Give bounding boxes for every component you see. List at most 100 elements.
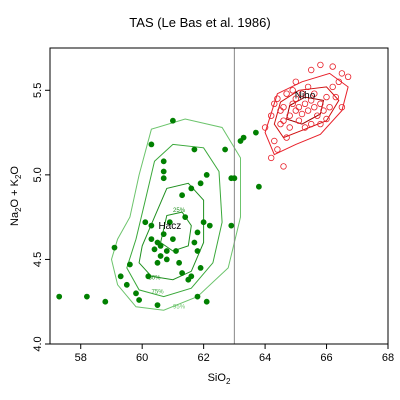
point-hacz bbox=[117, 273, 124, 280]
contour-hacz-1 bbox=[126, 143, 223, 298]
plot-frame bbox=[49, 47, 389, 345]
point-hacz bbox=[166, 219, 173, 226]
point-niho bbox=[271, 100, 278, 107]
contour-level-label: 50% bbox=[148, 276, 161, 282]
point-hacz bbox=[157, 242, 164, 249]
point-hacz bbox=[169, 117, 176, 124]
point-niho bbox=[301, 100, 309, 107]
point-hacz bbox=[255, 183, 262, 190]
point-niho bbox=[261, 124, 269, 131]
point-niho bbox=[268, 112, 275, 119]
point-hacz bbox=[154, 259, 161, 266]
point-niho bbox=[301, 124, 309, 131]
point-hacz bbox=[182, 214, 189, 220]
point-niho bbox=[295, 103, 303, 111]
contour-level-label: 25% bbox=[173, 208, 186, 214]
point-niho bbox=[344, 73, 352, 80]
point-hacz bbox=[151, 246, 158, 253]
point-hacz bbox=[194, 229, 201, 236]
point-hacz bbox=[160, 231, 167, 237]
point-hacz bbox=[126, 261, 133, 268]
point-niho bbox=[277, 120, 284, 128]
point-hacz bbox=[163, 248, 170, 254]
point-niho bbox=[280, 117, 287, 124]
point-hacz bbox=[154, 302, 161, 308]
contour-niho-5 bbox=[273, 86, 340, 139]
point-hacz bbox=[148, 222, 155, 229]
point-niho bbox=[304, 107, 312, 114]
x-tick-label: 64 bbox=[259, 352, 271, 364]
point-hacz bbox=[191, 146, 198, 153]
contour-level-label: 75% bbox=[152, 289, 165, 295]
point-niho bbox=[271, 137, 278, 145]
point-niho bbox=[292, 107, 299, 114]
point-hacz bbox=[203, 171, 210, 178]
point-niho bbox=[283, 90, 290, 97]
contour-hacz-3 bbox=[160, 211, 192, 252]
point-niho bbox=[298, 110, 306, 118]
x-tick-label: 58 bbox=[75, 352, 87, 364]
point-hacz bbox=[145, 273, 152, 280]
point-niho bbox=[268, 154, 275, 162]
contour-level-label: 95% bbox=[173, 304, 186, 310]
point-hacz bbox=[191, 239, 198, 246]
point-hacz bbox=[179, 192, 185, 199]
point-layer bbox=[56, 61, 352, 308]
point-niho bbox=[320, 107, 327, 114]
series-label-hacz: Hacz bbox=[158, 221, 181, 232]
point-hacz bbox=[169, 236, 176, 242]
chart-title: TAS (Le Bas et al. 1986) bbox=[129, 15, 270, 30]
point-hacz bbox=[188, 185, 195, 192]
point-niho bbox=[323, 115, 330, 123]
contour-layer: 95% 75% 50% 25% bbox=[110, 72, 349, 311]
point-hacz bbox=[111, 244, 118, 251]
point-hacz bbox=[84, 293, 90, 300]
point-niho bbox=[332, 93, 339, 101]
point-hacz bbox=[228, 222, 235, 229]
point-hacz bbox=[194, 248, 201, 254]
point-hacz bbox=[160, 168, 167, 175]
point-niho bbox=[338, 103, 346, 111]
y-tick-label: 4.5 bbox=[32, 252, 44, 267]
point-hacz bbox=[133, 290, 139, 297]
point-hacz bbox=[179, 270, 185, 276]
point-niho bbox=[280, 103, 287, 111]
point-niho bbox=[338, 70, 346, 77]
point-niho bbox=[292, 78, 299, 85]
point-niho bbox=[274, 146, 281, 153]
point-niho bbox=[335, 78, 342, 85]
y-axis-label: Na2O + K2O bbox=[9, 166, 23, 226]
point-hacz bbox=[188, 273, 195, 280]
point-niho bbox=[283, 134, 290, 141]
x-tick-label: 66 bbox=[320, 352, 332, 364]
point-niho bbox=[317, 100, 324, 107]
point-hacz bbox=[136, 297, 142, 303]
point-niho bbox=[308, 97, 315, 104]
point-niho bbox=[289, 87, 296, 94]
point-hacz bbox=[157, 253, 164, 259]
point-niho bbox=[311, 90, 318, 97]
point-niho bbox=[317, 61, 324, 69]
contour-hacz-0 bbox=[110, 118, 241, 311]
series-label-niho: Niho bbox=[295, 91, 316, 102]
point-niho bbox=[286, 112, 293, 119]
point-niho bbox=[280, 163, 287, 170]
point-hacz bbox=[123, 281, 130, 288]
point-niho bbox=[314, 112, 321, 119]
point-hacz bbox=[206, 222, 213, 229]
y-tick-label: 4.0 bbox=[32, 336, 44, 351]
point-niho bbox=[329, 83, 336, 91]
point-hacz bbox=[160, 158, 167, 165]
x-axis-label: SiO2 bbox=[208, 372, 231, 386]
axis-layer: 58 60 62 64 66 68 4.0 4.5 5.0 5.5 bbox=[32, 83, 394, 364]
point-hacz bbox=[231, 175, 238, 182]
point-hacz bbox=[173, 248, 179, 254]
point-niho bbox=[292, 95, 299, 102]
point-hacz bbox=[102, 298, 109, 305]
point-niho bbox=[289, 100, 296, 107]
x-tick-label: 60 bbox=[136, 352, 148, 364]
contour-niho-4 bbox=[264, 72, 349, 156]
point-niho bbox=[323, 93, 330, 101]
point-hacz bbox=[160, 175, 167, 182]
